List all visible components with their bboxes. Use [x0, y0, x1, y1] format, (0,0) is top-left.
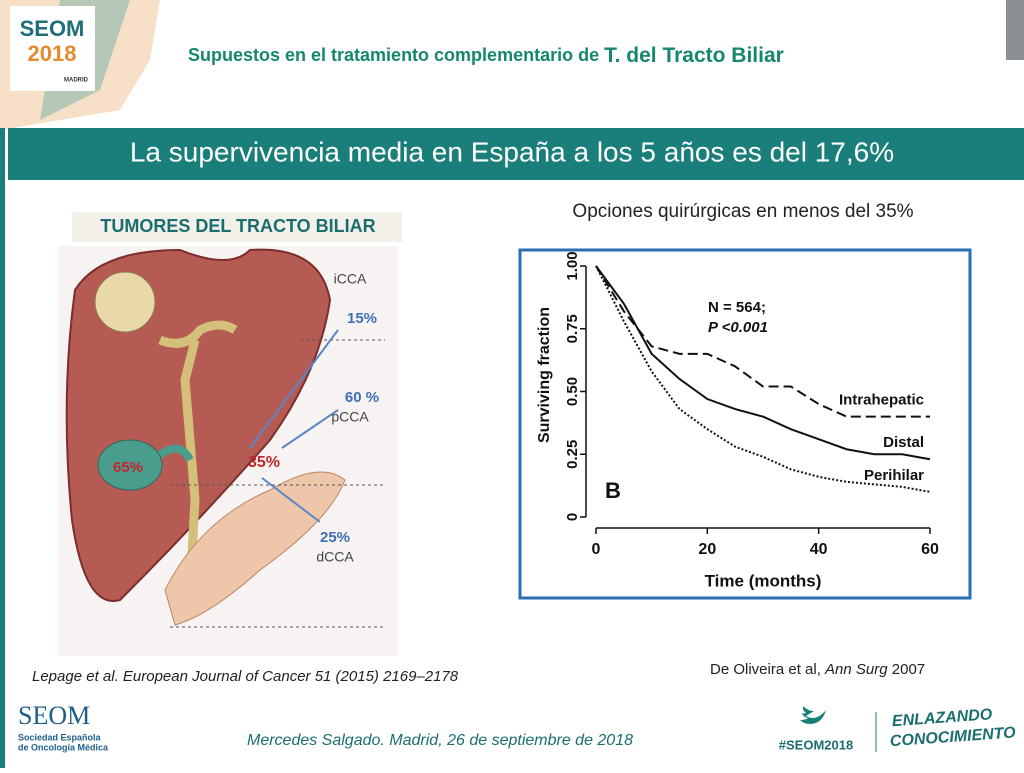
icca-label: iCCA [334, 271, 367, 287]
survival-line [595, 265, 931, 461]
annotation-n: N = 564; [708, 299, 766, 316]
left-heading: TUMORES DEL TRACTO BILIAR [100, 216, 375, 236]
x-axis-label: Time (months) [705, 571, 822, 590]
x-tick-label: 40 [810, 541, 828, 558]
logo: SEOM 2018 MADRID [0, 0, 160, 130]
logo-year: 2018 [28, 41, 77, 66]
panel-label: B [605, 478, 621, 503]
chart-frame [518, 248, 972, 600]
x-tick-label: 60 [921, 541, 939, 558]
y-tick-label: 1.00 [564, 251, 581, 280]
y-tick-label: 0.50 [564, 377, 581, 406]
footer-org-line1: Sociedad Española [18, 732, 102, 742]
corner-bar [1006, 0, 1024, 60]
y-axis-label: Surviving fraction [536, 307, 553, 443]
annotation-p: P <0.001 [708, 319, 768, 336]
banner-text: La supervivencia media en España a los 5… [130, 136, 894, 167]
right-heading: Opciones quirúrgicas en menos del 35% [572, 201, 913, 222]
survival-line [595, 265, 930, 418]
icca-pct: 15% [347, 310, 377, 327]
gallbladder-pct: 65% [113, 459, 143, 476]
citation-journal: Ann Surg [824, 661, 888, 678]
header-title: Supuestos en el tratamiento complementar… [188, 44, 784, 67]
title-prefix: Supuestos en el tratamiento complementar… [188, 45, 604, 65]
banner-bg [8, 128, 1024, 180]
citation-left: Lepage et al. European Journal of Cancer… [32, 668, 459, 685]
logo-text: SEOM [20, 16, 85, 41]
logo-city: MADRID [64, 78, 89, 84]
dcca-pct: 25% [320, 529, 350, 546]
y-tick-label: 0.75 [564, 314, 581, 343]
center-pct: 35% [248, 454, 280, 471]
dcca-label: dCCA [316, 549, 354, 565]
y-tick-label: 0 [564, 513, 581, 521]
side-bar [0, 128, 5, 768]
x-tick-label: 20 [698, 541, 716, 558]
citation-right: De Oliveira et al, Ann Surg 2007 [710, 661, 925, 678]
series-label: Intrahepatic [839, 392, 924, 409]
footer-org-line2: de Oncología Médica [18, 742, 109, 752]
liver-diagram [58, 246, 398, 656]
citation-year: 2007 [888, 661, 926, 678]
footer-org: SEOM [18, 701, 90, 730]
footer-hashtag: #SEOM2018 [779, 737, 853, 752]
series-label: Perihilar [864, 467, 924, 484]
heading-bg [72, 212, 402, 242]
twitter-icon [800, 706, 826, 724]
citation-authors: De Oliveira et al, [710, 661, 825, 678]
survival-chart: 0 0.25 0.50 0.75 1.00 0 20 40 60 Time (months) Sur… [536, 251, 939, 590]
pcca-label: pCCA [331, 409, 369, 425]
pcca-pct: 60 % [345, 389, 379, 406]
series-label: Distal [883, 434, 924, 451]
x-tick-label: 0 [592, 541, 601, 558]
footer-speaker: Mercedes Salgado. Madrid, 26 de septiemb… [247, 732, 633, 749]
title-emph: T. del Tracto Biliar [604, 44, 784, 67]
y-tick-label: 0.25 [564, 440, 581, 469]
